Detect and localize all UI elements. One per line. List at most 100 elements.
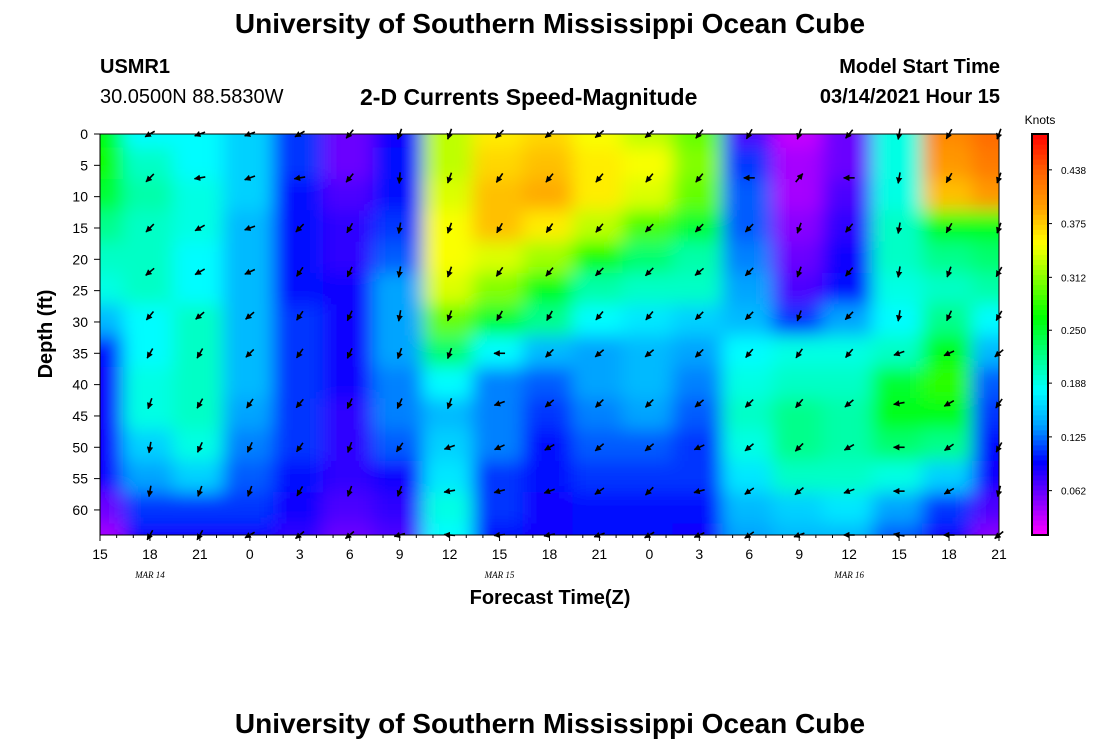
current-arrow [345,173,354,183]
heatmap-cell [100,134,127,152]
current-arrow [844,399,854,408]
current-arrow [346,310,353,322]
colorbar-swatch [1032,304,1048,311]
date-label: MAR 16 [833,570,864,580]
heatmap-cell [672,366,727,403]
colorbar-swatch [1032,199,1048,205]
current-arrow [795,398,804,409]
heatmap-cell [722,492,777,528]
y-axis: 0 5 10 15 20 25 30 35 40 45 50 55 60 [72,126,100,518]
heatmap-cell [172,366,227,403]
current-arrow [845,223,854,233]
colorbar-tick-label: 0.250 [1061,326,1086,337]
heatmap-cell [272,366,327,403]
current-arrow [396,398,403,409]
heatmap-cell [572,523,627,535]
colorbar-swatch [1032,424,1048,431]
x-tick-label: 21 [991,546,1007,562]
heatmap-cell [522,178,577,215]
heatmap-cell [772,366,827,403]
colorbar-swatch [1032,194,1048,200]
heatmap-cell [972,460,999,497]
heatmap-cell [872,178,927,215]
current-arrow [595,310,604,321]
heatmap-cell [372,366,427,403]
current-arrow [944,443,955,452]
colorbar-swatch [1032,384,1048,391]
heatmap-cell [100,210,127,246]
heatmap-cell [122,178,177,215]
y-tick-label: 50 [72,439,88,455]
current-arrow [744,267,754,277]
colorbar-swatch [1032,439,1048,446]
x-tick-label: 6 [346,546,354,562]
colorbar-swatch [1032,509,1048,516]
heatmap-cell [122,272,177,309]
colorbar-swatch [1032,144,1048,150]
current-arrow [594,487,605,495]
station-id: USMR1 [100,56,171,78]
current-arrow [645,173,654,183]
heatmap-cell [372,523,427,535]
x-tick-label: 15 [492,546,508,562]
colorbar-swatch [1032,284,1048,290]
colorbar-tick-label: 0.312 [1061,273,1086,284]
heatmap-cell [522,304,577,340]
colorbar-swatch [1032,409,1048,416]
heatmap-cell [972,398,999,434]
heatmap-cell [922,523,977,535]
current-arrow [945,172,953,184]
current-arrow [943,350,955,357]
colorbar-swatch [1032,369,1048,376]
current-arrow [546,310,553,322]
heatmap-cell [172,304,227,340]
colorbar-frame [1031,133,1049,536]
current-arrow [594,398,604,408]
heatmap-cell [772,523,827,535]
colorbar-swatch [1032,209,1048,215]
heatmap-cell [922,178,977,215]
heatmap-cell [472,272,527,309]
current-arrow [396,347,403,360]
current-arrow [246,441,253,453]
current-arrow [146,485,154,498]
current-arrow [893,350,905,357]
heatmap-cell [922,272,977,309]
colorbar-swatch [1032,149,1048,155]
colorbar-swatch [1032,469,1048,476]
current-arrow [896,266,903,278]
colorbar-swatch [1032,419,1048,426]
heatmap-cell [972,272,999,309]
heatmap-cell [572,272,627,309]
heatmap-cell [822,304,877,340]
current-arrow [694,267,705,276]
current-arrow [396,266,403,278]
colorbar-swatch [1032,224,1048,230]
heatmap-cell [222,492,277,528]
current-arrow [145,310,155,321]
colorbar-tick-label: 0.062 [1061,487,1086,498]
heatmap-cell [622,134,677,152]
current-arrow [744,223,754,233]
heatmap-cell [622,178,677,215]
current-arrow [395,442,404,453]
heatmap-cell [872,304,927,340]
heatmap-cell [172,272,227,309]
x-tick-label: 12 [841,546,857,562]
heatmap-cell [572,134,627,152]
colorbar-swatch [1032,319,1048,326]
y-tick-label: 60 [72,502,88,518]
current-arrow [694,311,704,321]
heatmap-cell [972,147,999,183]
colorbar-swatch [1032,244,1048,250]
heatmap-cell [872,523,927,535]
current-arrow [844,311,854,321]
colorbar-swatch [1032,214,1048,220]
colorbar-swatch [1032,289,1048,295]
heatmap-cell [522,523,577,535]
colorbar-swatch [1032,179,1048,185]
current-arrow [644,349,655,358]
colorbar-swatch [1032,354,1048,361]
heatmap-cell [322,492,377,528]
